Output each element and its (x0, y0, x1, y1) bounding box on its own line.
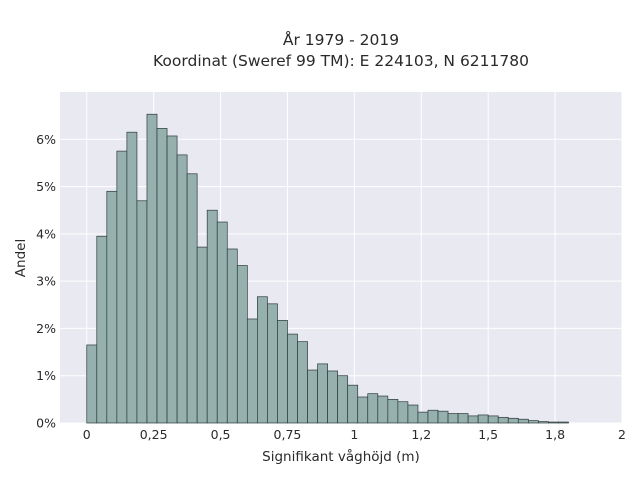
histogram-bar (347, 384, 359, 424)
y-tick-label: 5% (36, 179, 56, 194)
x-tick-label: 0 (83, 427, 91, 442)
tick-labels: 0 0,25 0,5 0,75 1 1,2 1,5 1,8 2 0% 1% 2% 3% 4% 5% 6% (36, 132, 626, 442)
histogram-bar (317, 363, 328, 424)
histogram-bar (457, 413, 469, 424)
y-tick-label: 3% (36, 274, 56, 289)
histogram-bar (136, 200, 148, 424)
x-tick-label: 2 (618, 427, 626, 442)
histogram-bar (367, 393, 379, 424)
histogram-bar (126, 131, 138, 424)
histogram-bar (257, 296, 268, 424)
x-axis-label: Signifikant våghöjd (m) (262, 448, 420, 465)
histogram-bar (487, 415, 499, 424)
histogram-bar (196, 246, 208, 424)
histogram-bar (497, 416, 509, 424)
histogram-bar (327, 370, 339, 424)
histogram-bar (226, 248, 238, 424)
histogram-bar (538, 421, 549, 424)
x-tick-label: 0,25 (140, 427, 168, 442)
histogram-bar (156, 128, 168, 424)
histogram-bar (507, 417, 519, 424)
histogram-bar (397, 401, 409, 424)
histogram-bar (246, 318, 258, 424)
histogram-bar (206, 209, 218, 424)
chart-title-line-1: År 1979 - 2019 (283, 30, 399, 49)
histogram-bar (287, 333, 298, 424)
histogram-bar (297, 341, 308, 424)
histogram-bar (176, 154, 188, 424)
y-tick-label: 0% (36, 416, 56, 431)
x-tick-label: 1,5 (478, 427, 498, 442)
histogram-bar (96, 235, 108, 424)
histogram-bar (216, 221, 228, 424)
histogram-bar (106, 190, 118, 424)
histogram-bar (186, 173, 198, 424)
histogram-bar (116, 150, 128, 424)
histogram-bar (477, 414, 489, 424)
histogram-bar (517, 418, 529, 424)
histogram-bar (527, 420, 539, 424)
y-axis-label: Andel (13, 239, 29, 277)
y-tick-label: 4% (36, 226, 56, 241)
histogram-bar (166, 135, 178, 424)
histogram-bar (277, 320, 288, 424)
histogram-bar (357, 396, 369, 424)
y-tick-label: 6% (36, 132, 56, 147)
histogram-bar (236, 265, 248, 424)
y-tick-label: 2% (36, 321, 56, 336)
histogram-bar (337, 375, 349, 424)
x-tick-label: 1,2 (411, 427, 431, 442)
histogram-bar (447, 413, 459, 424)
y-tick-label: 1% (36, 368, 56, 383)
histogram-bar (407, 404, 419, 424)
histogram-bars (86, 113, 569, 424)
histogram-bar (377, 395, 389, 424)
histogram-bar (437, 410, 449, 424)
histogram-bar (146, 113, 158, 424)
x-tick-label: 1,8 (545, 427, 565, 442)
histogram-bar (307, 369, 318, 424)
histogram-bar (387, 399, 399, 424)
histogram-bar (86, 344, 98, 424)
histogram-bar (267, 303, 278, 424)
histogram-bar (417, 411, 429, 424)
x-tick-label: 0,5 (211, 427, 231, 442)
histogram-bar (427, 409, 439, 424)
histogram-bar (548, 421, 559, 424)
histogram-bar (558, 421, 569, 424)
x-tick-label: 0,75 (274, 427, 302, 442)
chart-title-line-2: Koordinat (Sweref 99 TM): E 224103, N 62… (153, 52, 529, 70)
x-tick-label: 1 (350, 427, 358, 442)
histogram-bar (467, 415, 479, 424)
